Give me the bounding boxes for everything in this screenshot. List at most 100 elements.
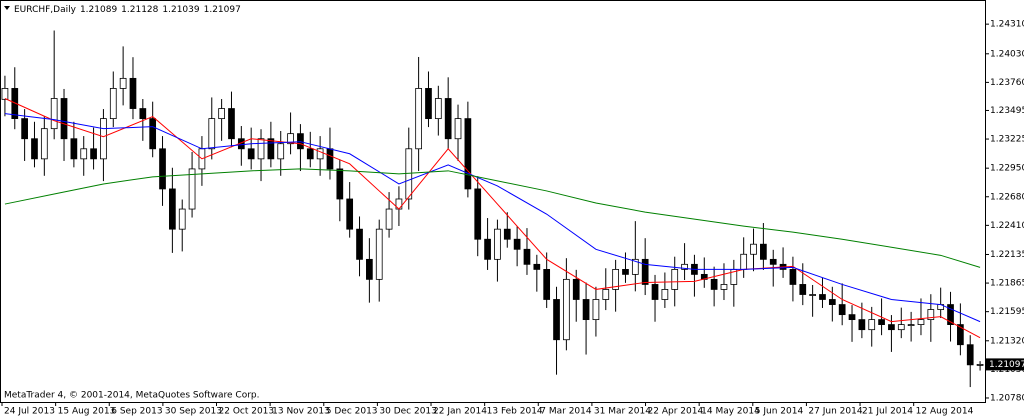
candle-body: [907, 324, 915, 326]
candle-body: [1, 88, 9, 100]
candle-body: [247, 148, 255, 160]
x-tick-label: 30 Dec 2013: [379, 407, 437, 417]
y-tick-label: 1.20780: [990, 393, 1024, 403]
candle-body: [641, 258, 649, 285]
x-tick-label: 12 Aug 2014: [916, 407, 974, 417]
y-tick-label: 1.23225: [990, 135, 1024, 145]
candle-body: [375, 228, 383, 280]
candle-body: [208, 118, 216, 150]
candle-body: [21, 118, 28, 140]
candle-body: [119, 77, 127, 89]
y-tick-label: 1.21320: [990, 336, 1024, 346]
y-tick-label: 1.22680: [990, 192, 1024, 202]
candle-body: [789, 269, 797, 285]
x-tick-label: 6 Sep 2013: [111, 407, 162, 417]
y-tick-label: 1.22950: [990, 164, 1024, 174]
y-tick-label: 1.23760: [990, 78, 1024, 88]
x-tick-label: 24 Jul 2013: [4, 407, 55, 417]
candle-body: [661, 289, 669, 300]
candle-body: [750, 243, 757, 255]
candle-body: [622, 269, 629, 275]
candle-body: [828, 299, 836, 305]
candle-body: [444, 98, 452, 140]
candle-body: [218, 108, 225, 120]
candle-body: [484, 238, 491, 260]
candle-body: [188, 168, 196, 210]
candle-body: [769, 258, 777, 265]
candle-body: [139, 108, 147, 120]
candle-body: [553, 299, 560, 341]
x-tick-label: 22 Apr 2014: [648, 407, 704, 417]
candle-body: [917, 319, 925, 325]
moving-average: [4, 98, 981, 339]
x-tick-label: 22 Oct 2013: [219, 407, 275, 417]
candle-body: [100, 118, 107, 160]
candle-body: [631, 258, 639, 275]
candle-body: [385, 208, 393, 230]
candle-body: [681, 263, 688, 270]
plot: [1, 30, 984, 388]
candle-body: [70, 138, 78, 160]
candle-body: [612, 269, 619, 290]
chart-title: EURCHF,Daily 1.21089 1.21128 1.21039 1.21097: [14, 5, 241, 15]
candle-body: [326, 148, 334, 170]
title-value: 1.21039: [162, 5, 199, 15]
candle-body: [366, 258, 373, 280]
candle-body: [671, 269, 679, 290]
candle-body: [523, 248, 531, 265]
candle-body: [563, 278, 570, 341]
candle-body: [277, 143, 285, 160]
candle-body: [740, 253, 748, 270]
candle-body: [169, 188, 176, 230]
candle-body: [799, 284, 807, 295]
moving-average: [4, 168, 981, 268]
candle-body: [572, 278, 580, 300]
x-tick-label: 31 Mar 2014: [594, 407, 651, 417]
candle-body: [356, 228, 363, 260]
candle-body: [306, 148, 314, 160]
candle-body: [503, 228, 511, 240]
candle-body: [11, 88, 19, 120]
title-value: 1.21089: [80, 5, 117, 15]
candle-body: [848, 314, 856, 321]
candle-body: [228, 108, 235, 140]
title-value: 1.21097: [204, 5, 241, 15]
candle-body: [602, 289, 610, 300]
candle-body: [425, 88, 432, 120]
y-tick-label: 1.24310: [990, 20, 1024, 30]
candle-body: [346, 198, 354, 230]
x-tick-label: 13 Nov 2013: [272, 407, 330, 417]
y-tick-label: 1.23495: [990, 106, 1024, 116]
x-tick-label: 30 Sep 2013: [165, 407, 222, 417]
candle-body: [976, 364, 984, 366]
candle-body: [957, 324, 964, 346]
candle-body: [257, 138, 265, 160]
candle-body: [50, 98, 58, 130]
x-tick-label: 15 Aug 2013: [58, 407, 116, 417]
candle-body: [760, 243, 767, 260]
x-tick-label: 13 Feb 2014: [487, 407, 543, 417]
candle-body: [966, 344, 974, 366]
x-tick-label: 5 Jun 2014: [755, 407, 804, 417]
candle-body: [40, 128, 48, 160]
x-tick-label: 7 Mar 2014: [540, 407, 592, 417]
title-value: 1.21128: [121, 5, 158, 15]
candle-body: [494, 228, 501, 260]
candle-body: [513, 238, 521, 250]
y-tick-label: 1.24030: [990, 49, 1024, 59]
y-tick-label: 1.22410: [990, 221, 1024, 231]
candle-body: [838, 304, 846, 316]
candle-body: [710, 278, 718, 290]
y-tick-label: 1.21595: [990, 307, 1024, 317]
candle-body: [878, 319, 885, 325]
candle-body: [533, 263, 541, 270]
x-tick-label: 5 Dec 2013: [326, 407, 378, 417]
candle-body: [336, 168, 344, 200]
candle-body: [858, 319, 866, 331]
candle-body: [454, 118, 462, 140]
candle-body: [947, 304, 954, 325]
candle-body: [888, 324, 895, 331]
